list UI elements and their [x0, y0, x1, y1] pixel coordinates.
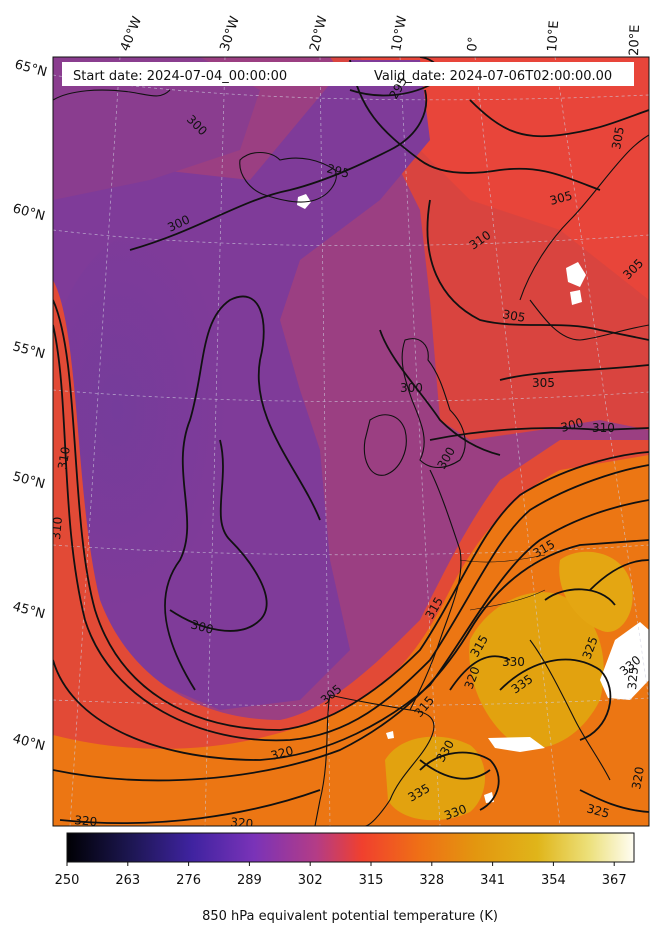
scandinavia-coast [519, 134, 649, 341]
contour-label: 320 [269, 743, 295, 762]
iberia-coast [314, 694, 435, 826]
contour-label: 300 [559, 415, 585, 434]
lon-label: 40°W [118, 14, 145, 53]
contour-lines [53, 57, 649, 825]
colorbar-tick-label: 302 [298, 873, 323, 888]
colorbar-tick-label: 315 [359, 873, 384, 888]
contour-label-group: 295 295 300 300 300 300 300 300 305 305 … [49, 75, 647, 831]
contour-label: 320 [230, 815, 254, 831]
contour-label: 300 [189, 617, 215, 636]
contour-label: 305 [548, 188, 574, 207]
contour-label: 305 [501, 307, 526, 325]
longitude-labels: 40°W 30°W 20°W 10°W 0° 10°E 20°E [118, 14, 643, 56]
colorbar-caption: 850 hPa equivalent potential temperature… [202, 909, 498, 924]
very-hot-core-1 [469, 592, 604, 748]
iceland-coast [239, 151, 337, 203]
contour-label: 310 [592, 421, 615, 435]
contour-label: 320 [629, 766, 647, 791]
valid-date-label: Valid_date: 2024-07-06T02:00:00.00 [374, 69, 612, 84]
colorbar: 250 263 276 289 302 315 328 341 354 367 … [55, 832, 635, 924]
header-box [62, 62, 634, 86]
lon-label: 20°W [307, 14, 330, 53]
colorbar-tick-label: 354 [541, 873, 566, 888]
lat-label: 65°N [13, 57, 49, 80]
contour-label: 320 [74, 813, 98, 829]
colorbar-ramp [66, 832, 635, 863]
contour-label: 310 [55, 446, 73, 471]
colorbar-tick-label: 276 [176, 873, 201, 888]
start-date-label: Start date: 2024-07-04_00:00:00 [73, 69, 287, 84]
lon-label: 0° [465, 36, 481, 52]
coastlines [53, 89, 649, 826]
colorbar-tick-label: 263 [115, 873, 140, 888]
contour-label: 325 [625, 666, 641, 690]
contour-label: 310 [49, 516, 65, 540]
lat-label: 40°N [11, 731, 47, 754]
contour-label: 295 [325, 161, 351, 180]
contour-label: 325 [585, 801, 611, 820]
temperature-field [53, 57, 649, 826]
lon-label: 30°W [218, 14, 243, 53]
colorbar-tick-label: 328 [419, 873, 444, 888]
map-frame [52, 56, 650, 827]
lon-label: 20°E [627, 24, 643, 56]
hot-air [53, 455, 649, 826]
france-coast [409, 469, 462, 711]
contour-label: 330 [502, 655, 525, 669]
lat-label: 55°N [11, 339, 47, 362]
great-britain-coast [401, 338, 466, 469]
lon-label: 10°W [389, 15, 410, 53]
lat-label: 50°N [11, 469, 47, 492]
contour-label: 305 [532, 376, 555, 390]
colorbar-tick-label: 289 [237, 873, 262, 888]
colorbar-tick-label: 341 [480, 873, 505, 888]
lat-label: 45°N [11, 599, 47, 622]
colorbar-tick-label: 367 [602, 873, 627, 888]
contour-label: 300 [400, 381, 423, 395]
colorbar-tick-label: 250 [55, 873, 80, 888]
colorbar-ticks [66, 862, 615, 866]
latitude-labels: 65°N 60°N 55°N 50°N 45°N 40°N [11, 57, 49, 754]
contour-label: 305 [609, 126, 627, 151]
lon-label: 10°E [545, 20, 562, 52]
ireland-coast [363, 414, 407, 476]
lat-label: 60°N [11, 201, 47, 224]
very-hot-core-2 [385, 736, 485, 821]
